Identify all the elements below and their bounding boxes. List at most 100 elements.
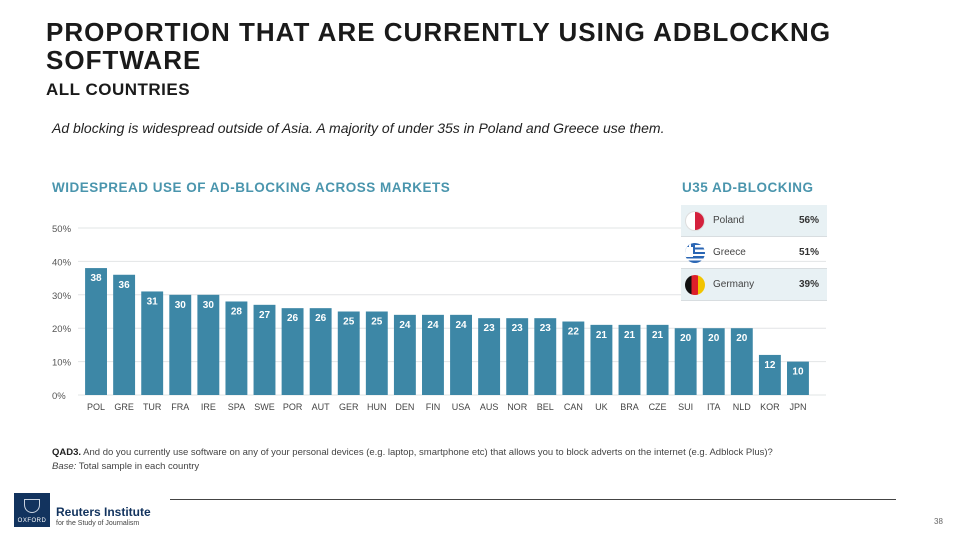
bar-pol xyxy=(85,268,107,395)
bar-ire xyxy=(197,294,220,395)
x-category-label: IRE xyxy=(201,402,216,412)
bar-value-label: 26 xyxy=(287,313,299,324)
x-category-label: SUI xyxy=(678,402,693,412)
y-axis-ticks: 0% 10% 20% 30% 40% 50% xyxy=(52,224,72,402)
question-label: QAD3. xyxy=(52,447,82,458)
x-category-label: NLD xyxy=(733,402,752,412)
logo-text: OXFORD xyxy=(17,518,47,524)
bar-value-label: 26 xyxy=(315,313,327,324)
x-category-label: HUN xyxy=(367,402,387,412)
u35-country: Poland xyxy=(713,215,745,226)
page-title: PROPORTION THAT ARE CURRENTLY USING ADBL… xyxy=(46,17,832,75)
description-text: Ad blocking is widespread outside of Asi… xyxy=(52,120,665,136)
x-category-label: TUR xyxy=(143,402,162,412)
chart-title: WIDESPREAD USE OF AD-BLOCKING ACROSS MAR… xyxy=(52,180,451,195)
bar-jpn xyxy=(787,361,809,395)
u35-country: Germany xyxy=(713,279,755,290)
org-name: Reuters Institute xyxy=(56,505,151,519)
u35-table: Poland 56% Greece 51% Germany 39% xyxy=(681,205,827,301)
bar-hun xyxy=(365,311,388,395)
y-tick-label: 20% xyxy=(52,324,72,335)
x-category-label: CZE xyxy=(649,402,667,412)
bar-value-label: 24 xyxy=(399,320,411,331)
x-category-label: USA xyxy=(452,402,471,412)
bar-value-label: 25 xyxy=(343,317,355,328)
bar-value-label: 20 xyxy=(680,333,692,344)
bar-value-label: 27 xyxy=(259,310,271,321)
bar-nld xyxy=(730,328,753,395)
x-category-label: UK xyxy=(595,402,608,412)
bar-ger xyxy=(337,311,360,395)
bar-fra xyxy=(169,294,192,395)
bar-aut xyxy=(309,308,332,395)
x-category-label: DEN xyxy=(395,402,414,412)
x-category-label: BRA xyxy=(620,402,639,412)
chart-bars xyxy=(85,268,809,395)
bar-kor xyxy=(758,354,781,395)
bar-spa xyxy=(225,301,248,395)
poland-flag-icon xyxy=(685,210,705,231)
base-label: Base: xyxy=(52,461,77,472)
y-tick-label: 50% xyxy=(52,224,72,235)
bar-value-label: 31 xyxy=(147,296,159,307)
oxford-logo: OXFORD xyxy=(14,493,50,527)
question-note: QAD3. And do you currently use software … xyxy=(52,447,832,459)
u35-value: 56% xyxy=(798,215,819,226)
bar-value-label: 20 xyxy=(736,333,748,344)
bar-ita xyxy=(702,328,725,395)
question-text: And do you currently use software on any… xyxy=(83,447,773,458)
page-number: 38 xyxy=(934,517,943,526)
x-category-label: AUS xyxy=(480,402,499,412)
x-category-label: JPN xyxy=(789,402,806,412)
x-category-label: FIN xyxy=(426,402,441,412)
y-tick-label: 10% xyxy=(52,358,72,369)
bar-can xyxy=(562,321,585,395)
bar-uk xyxy=(590,324,613,395)
u35-value: 39% xyxy=(798,279,819,290)
bar-value-label: 20 xyxy=(708,333,720,344)
base-text: Total sample in each country xyxy=(78,461,200,472)
bar-bra xyxy=(618,324,641,395)
bar-value-label: 23 xyxy=(512,323,524,334)
x-category-label: NOR xyxy=(507,402,528,412)
bar-bel xyxy=(534,318,557,395)
bar-value-label: 10 xyxy=(792,367,804,378)
u35-value: 51% xyxy=(798,247,819,258)
bar-gre xyxy=(113,274,136,395)
bar-swe xyxy=(253,304,276,395)
bar-den xyxy=(393,314,416,395)
u35-row-greece: Greece 51% xyxy=(681,237,827,269)
bar-value-label: 23 xyxy=(540,323,552,334)
x-category-label: FRA xyxy=(171,402,189,412)
bar-value-label: 38 xyxy=(90,273,102,284)
x-category-label: SWE xyxy=(254,402,275,412)
bar-tur xyxy=(141,291,164,395)
greece-flag-icon xyxy=(685,242,705,263)
x-category-label: SPA xyxy=(228,402,245,412)
bar-nor xyxy=(506,318,529,395)
bar-value-label: 12 xyxy=(764,360,776,371)
bar-value-label: 23 xyxy=(484,323,496,334)
footer-divider xyxy=(170,499,896,500)
bar-fin xyxy=(422,314,444,395)
bar-value-label: 25 xyxy=(371,317,383,328)
bar-value-label: 30 xyxy=(175,300,187,311)
germany-flag-icon xyxy=(685,274,705,295)
bar-value-label: 30 xyxy=(203,300,215,311)
u35-row-germany: Germany 39% xyxy=(681,269,827,301)
bar-value-label: 24 xyxy=(427,320,439,331)
bar-sui xyxy=(674,328,697,395)
x-category-label: AUT xyxy=(312,402,331,412)
u35-title: U35 AD-BLOCKING xyxy=(682,180,814,195)
bar-value-label: 36 xyxy=(119,280,131,291)
x-category-label: KOR xyxy=(760,402,780,412)
y-tick-label: 30% xyxy=(52,291,72,302)
bar-value-label: 21 xyxy=(652,330,664,341)
x-category-label: POR xyxy=(283,402,303,412)
bar-value-label: 21 xyxy=(624,330,636,341)
bar-aus xyxy=(478,318,501,395)
crest-icon xyxy=(24,499,40,513)
bar-cze xyxy=(646,324,669,395)
x-category-label: GRE xyxy=(114,402,134,412)
